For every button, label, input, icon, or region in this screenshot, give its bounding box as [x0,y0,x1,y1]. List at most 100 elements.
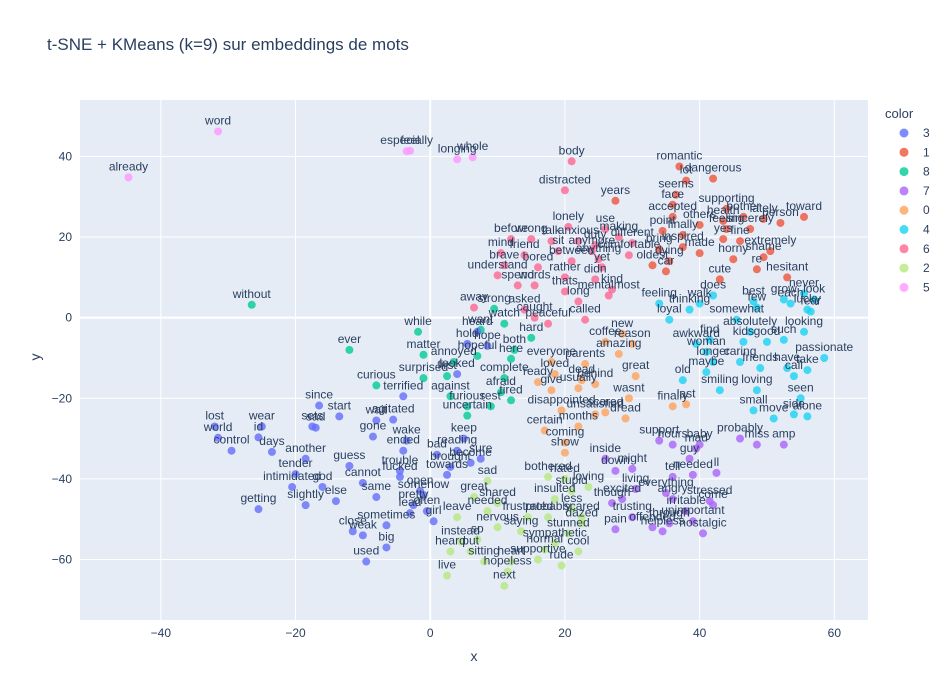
scatter-point[interactable] [806,307,815,316]
legend-label[interactable]: 0 [923,203,930,217]
legend-marker[interactable] [899,167,909,177]
scatter-point[interactable] [752,386,761,395]
scatter-point[interactable] [789,410,798,419]
scatter-point[interactable] [746,327,755,336]
legend-marker[interactable] [899,128,909,138]
scatter-point[interactable] [470,493,478,502]
scatter-point[interactable] [567,157,576,166]
scatter-point[interactable] [577,519,586,528]
scatter-point[interactable] [695,299,704,308]
scatter-point[interactable] [752,440,761,449]
scatter-point[interactable] [500,374,509,383]
legend-label[interactable]: 2 [923,261,930,275]
scatter-point[interactable] [507,235,516,244]
scatter-point[interactable] [628,239,637,248]
scatter-point[interactable] [382,543,391,552]
scatter-point[interactable] [675,162,684,171]
scatter-point[interactable] [756,364,765,373]
scatter-point[interactable] [557,561,566,570]
scatter-point[interactable] [608,285,617,294]
scatter-point[interactable] [301,454,310,463]
scatter-point[interactable] [533,263,542,272]
scatter-point[interactable] [581,315,590,324]
scatter-point[interactable] [766,247,775,256]
scatter-point[interactable] [648,523,657,532]
scatter-point[interactable] [414,327,423,336]
scatter-point[interactable] [702,347,711,356]
scatter-point[interactable] [557,406,566,415]
scatter-point[interactable] [729,255,738,264]
scatter-point[interactable] [739,212,748,221]
scatter-point[interactable] [739,337,748,346]
scatter-point[interactable] [382,521,391,530]
scatter-point[interactable] [803,366,812,375]
legend-marker[interactable] [899,244,909,254]
scatter-point[interactable] [540,545,549,554]
scatter-point[interactable] [372,416,381,425]
scatter-point[interactable] [715,386,724,395]
scatter-point[interactable] [705,335,714,344]
scatter-point[interactable] [709,174,718,183]
scatter-point[interactable] [422,507,431,516]
scatter-point[interactable] [345,462,354,471]
scatter-point[interactable] [496,388,505,397]
scatter-point[interactable] [587,247,596,256]
scatter-point[interactable] [291,470,300,479]
scatter-point[interactable] [597,263,606,272]
scatter-point[interactable] [591,380,600,389]
scatter-point[interactable] [601,337,610,346]
scatter-point[interactable] [591,241,600,250]
scatter-point[interactable] [389,415,398,424]
scatter-point[interactable] [668,212,677,221]
scatter-point[interactable] [210,422,219,431]
scatter-point[interactable] [503,567,512,576]
scatter-point[interactable] [685,454,694,463]
scatter-point[interactable] [446,392,455,401]
scatter-point[interactable] [560,287,569,296]
scatter-point[interactable] [682,176,691,185]
scatter-point[interactable] [530,313,539,322]
scatter-point[interactable] [473,351,482,360]
scatter-point[interactable] [789,372,798,381]
scatter-point[interactable] [301,501,310,510]
scatter-point[interactable] [658,227,667,236]
scatter-point[interactable] [517,527,526,536]
scatter-point[interactable] [466,547,475,556]
scatter-point[interactable] [685,305,694,314]
scatter-point[interactable] [601,224,610,233]
scatter-point[interactable] [214,433,223,442]
scatter-point[interactable] [432,450,441,459]
scatter-point[interactable] [577,376,586,385]
scatter-point[interactable] [746,224,755,233]
scatter-point[interactable] [736,237,745,246]
scatter-point[interactable] [443,571,452,580]
scatter-point[interactable] [665,519,674,528]
scatter-point[interactable] [453,155,462,164]
scatter-point[interactable] [547,358,556,367]
scatter-point[interactable] [288,482,297,491]
scatter-point[interactable] [493,271,502,280]
scatter-point[interactable] [567,505,576,514]
scatter-point[interactable] [624,251,633,260]
scatter-point[interactable] [628,513,637,522]
scatter-point[interactable] [574,384,583,393]
scatter-point[interactable] [429,517,438,526]
scatter-point[interactable] [601,408,610,417]
scatter-point[interactable] [544,319,553,328]
scatter-point[interactable] [752,265,761,274]
scatter-point[interactable] [510,345,519,354]
legend-marker[interactable] [899,186,909,196]
scatter-point[interactable] [463,411,472,420]
scatter-point[interactable] [419,374,428,383]
scatter-point[interactable] [267,447,276,456]
scatter-point[interactable] [483,507,492,516]
scatter-point[interactable] [631,484,640,493]
scatter-point[interactable] [473,327,482,336]
scatter-point[interactable] [527,333,536,342]
scatter-point[interactable] [449,358,458,367]
scatter-point[interactable] [395,472,404,481]
scatter-point[interactable] [520,251,529,260]
scatter-point[interactable] [786,299,795,308]
scatter-point[interactable] [453,513,462,522]
scatter-point[interactable] [800,212,809,221]
